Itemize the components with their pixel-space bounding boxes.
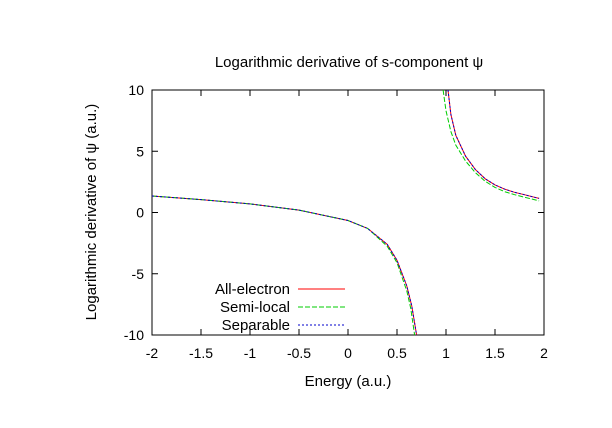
x-tick-label: 0.5 [387, 345, 407, 361]
y-tick-label: 0 [136, 205, 144, 221]
x-tick-label: 0 [344, 345, 352, 361]
series-line [447, 89, 540, 199]
plot-frame [151, 89, 545, 336]
x-tick-label: 1.5 [485, 345, 505, 361]
x-axis-label: Energy (a.u.) [305, 373, 392, 390]
x-tick-label: 2 [540, 345, 548, 361]
series-2 [151, 89, 540, 336]
y-tick-label: 5 [136, 143, 144, 159]
series-1 [151, 89, 540, 336]
series-layer [151, 89, 540, 336]
x-tick-label: 1 [442, 345, 450, 361]
y-tick-label: -10 [124, 327, 144, 343]
series-0 [151, 89, 540, 336]
series-line [442, 89, 540, 202]
chart-title: Logarithmic derivative of s-component ψ [215, 54, 483, 71]
x-tick-label: -1.5 [189, 345, 213, 361]
series-line [151, 195, 418, 336]
y-tick-label: 10 [128, 82, 144, 98]
legend-label: All-electron [215, 281, 290, 298]
y-axis-label: Logarithmic derivative of ψ (a.u.) [83, 104, 100, 321]
y-axis-ticks: -10 -5 0 5 10 [124, 82, 544, 343]
y-tick-label: -5 [132, 266, 145, 282]
x-axis-ticks: -2 -1.5 -1 -0.5 0 0.5 1 1.5 2 [146, 90, 548, 361]
legend-label: Semi-local [220, 299, 290, 316]
series-line [447, 89, 540, 199]
legend-label: Separable [222, 317, 290, 334]
x-tick-label: -1 [244, 345, 257, 361]
x-tick-label: -2 [146, 345, 159, 361]
x-tick-label: -0.5 [287, 345, 311, 361]
